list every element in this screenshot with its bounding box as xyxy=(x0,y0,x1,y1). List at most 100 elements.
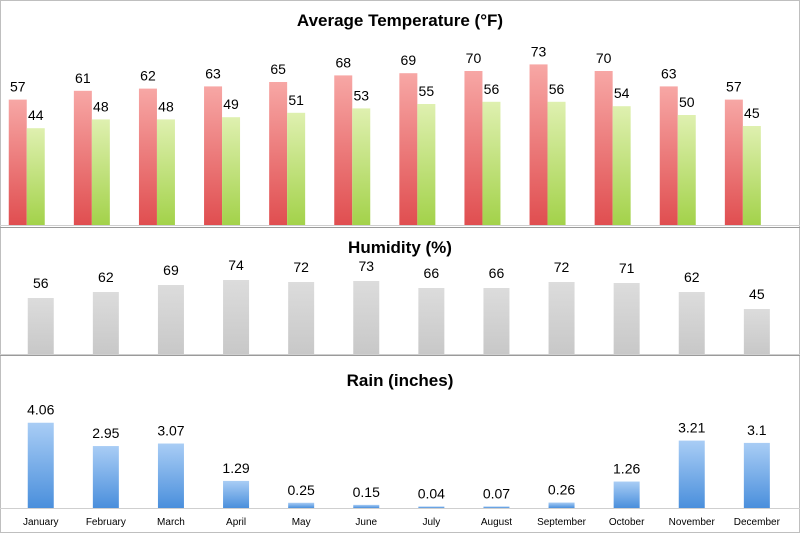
temp-high-label: 63 xyxy=(205,65,221,81)
temp-low-bar xyxy=(26,128,45,225)
temp-low-label: 56 xyxy=(484,81,500,97)
month-label: February xyxy=(86,517,126,528)
rain-bar xyxy=(92,446,119,508)
month-label: April xyxy=(226,517,246,528)
humidity-bar xyxy=(483,288,510,354)
month-label: July xyxy=(422,517,440,528)
temp-low-bar xyxy=(547,101,566,225)
rain-bar xyxy=(483,506,510,508)
rain-bar xyxy=(743,442,770,508)
temp-low-label: 50 xyxy=(679,94,695,110)
humidity-label: 72 xyxy=(554,259,570,275)
humidity-bar xyxy=(353,281,380,354)
humidity-bar xyxy=(418,288,445,354)
temp-high-label: 70 xyxy=(466,50,482,66)
humidity-label: 71 xyxy=(619,260,635,276)
humidity-label: 62 xyxy=(98,269,114,285)
month-label: December xyxy=(734,517,781,528)
rain-label: 0.15 xyxy=(353,484,380,500)
temperature-bars: 5744614862486349655168536955705673567054… xyxy=(8,43,761,226)
temp-high-bar xyxy=(464,71,483,225)
temp-low-bar xyxy=(156,119,175,225)
temp-low-bar xyxy=(742,126,761,225)
humidity-bar xyxy=(288,282,315,354)
humidity-label: 69 xyxy=(163,262,179,278)
temp-low-label: 55 xyxy=(419,83,435,99)
temp-high-bar xyxy=(399,73,418,225)
humidity-bar xyxy=(678,292,705,354)
temp-low-bar xyxy=(352,108,371,225)
rain-bar xyxy=(548,502,575,508)
temp-low-bar xyxy=(91,119,110,225)
temp-low-bar xyxy=(677,115,696,225)
rain-label: 0.07 xyxy=(483,486,510,502)
temp-low-bar xyxy=(417,104,436,225)
month-label: September xyxy=(537,517,587,528)
temp-high-label: 57 xyxy=(726,79,742,95)
rain-label: 2.95 xyxy=(92,425,119,441)
rain-bar xyxy=(157,443,184,508)
month-axis-labels: January February March April May June July Augu… xyxy=(23,517,781,528)
rain-label: 3.21 xyxy=(678,420,705,436)
temp-high-bar xyxy=(529,64,548,226)
month-label: March xyxy=(157,517,185,528)
month-label: June xyxy=(355,517,377,528)
temperature-title: Average Temperature (°F) xyxy=(297,11,503,30)
humidity-label: 66 xyxy=(424,265,440,281)
rain-bar xyxy=(27,422,54,508)
temp-high-bar xyxy=(334,75,353,226)
rain-title: Rain (inches) xyxy=(347,371,454,390)
temp-low-label: 44 xyxy=(28,107,44,123)
temp-high-label: 73 xyxy=(531,43,547,59)
temp-low-label: 48 xyxy=(158,98,174,114)
temp-high-bar xyxy=(724,99,743,225)
temp-low-label: 48 xyxy=(93,98,109,114)
month-label: January xyxy=(23,517,59,528)
temp-high-label: 68 xyxy=(335,54,351,70)
humidity-label: 56 xyxy=(33,275,49,291)
humidity-bars: 56 62 69 74 72 73 66 66 72 71 62 45 xyxy=(27,257,770,354)
rain-bar xyxy=(418,506,445,508)
humidity-bar xyxy=(27,298,54,354)
temp-high-label: 65 xyxy=(270,61,286,77)
rain-label: 4.06 xyxy=(27,402,54,418)
temp-high-bar xyxy=(204,86,223,226)
humidity-bar xyxy=(743,309,770,354)
humidity-label: 45 xyxy=(749,286,765,302)
temp-low-label: 49 xyxy=(223,96,239,112)
rain-label: 1.29 xyxy=(222,460,249,476)
temp-low-bar xyxy=(612,106,631,225)
temp-low-label: 54 xyxy=(614,85,630,101)
humidity-label: 72 xyxy=(293,259,309,275)
humidity-label: 62 xyxy=(684,269,700,285)
month-label: May xyxy=(292,517,311,528)
rain-bar xyxy=(353,504,380,508)
humidity-title: Humidity (%) xyxy=(348,238,452,257)
rain-bars: 4.06 2.95 3.07 1.29 0.25 0.15 0.04 0.07 0.26 1.26… xyxy=(27,402,770,508)
temp-high-bar xyxy=(594,71,613,225)
temp-high-bar xyxy=(73,90,92,225)
temp-high-label: 63 xyxy=(661,65,677,81)
month-label: November xyxy=(669,517,716,528)
rain-label: 3.07 xyxy=(157,423,184,439)
temp-high-label: 62 xyxy=(140,68,156,84)
temp-low-bar xyxy=(287,112,306,225)
humidity-label: 74 xyxy=(228,257,244,273)
temp-low-label: 56 xyxy=(549,81,565,97)
rain-bar xyxy=(613,481,640,508)
humidity-label: 73 xyxy=(358,258,374,274)
rain-label: 0.26 xyxy=(548,482,575,498)
rain-label: 0.25 xyxy=(288,482,315,498)
rain-bar xyxy=(678,440,705,508)
humidity-bar xyxy=(613,283,640,354)
month-label: August xyxy=(481,517,512,528)
temp-high-bar xyxy=(8,99,27,225)
temp-low-label: 45 xyxy=(744,105,760,121)
rain-label: 0.04 xyxy=(418,486,445,502)
temp-high-label: 69 xyxy=(401,52,417,68)
humidity-label: 66 xyxy=(489,265,505,281)
humidity-bar xyxy=(223,280,250,354)
temp-high-label: 57 xyxy=(10,79,26,95)
humidity-bar xyxy=(157,285,184,354)
rain-label: 1.26 xyxy=(613,461,640,477)
